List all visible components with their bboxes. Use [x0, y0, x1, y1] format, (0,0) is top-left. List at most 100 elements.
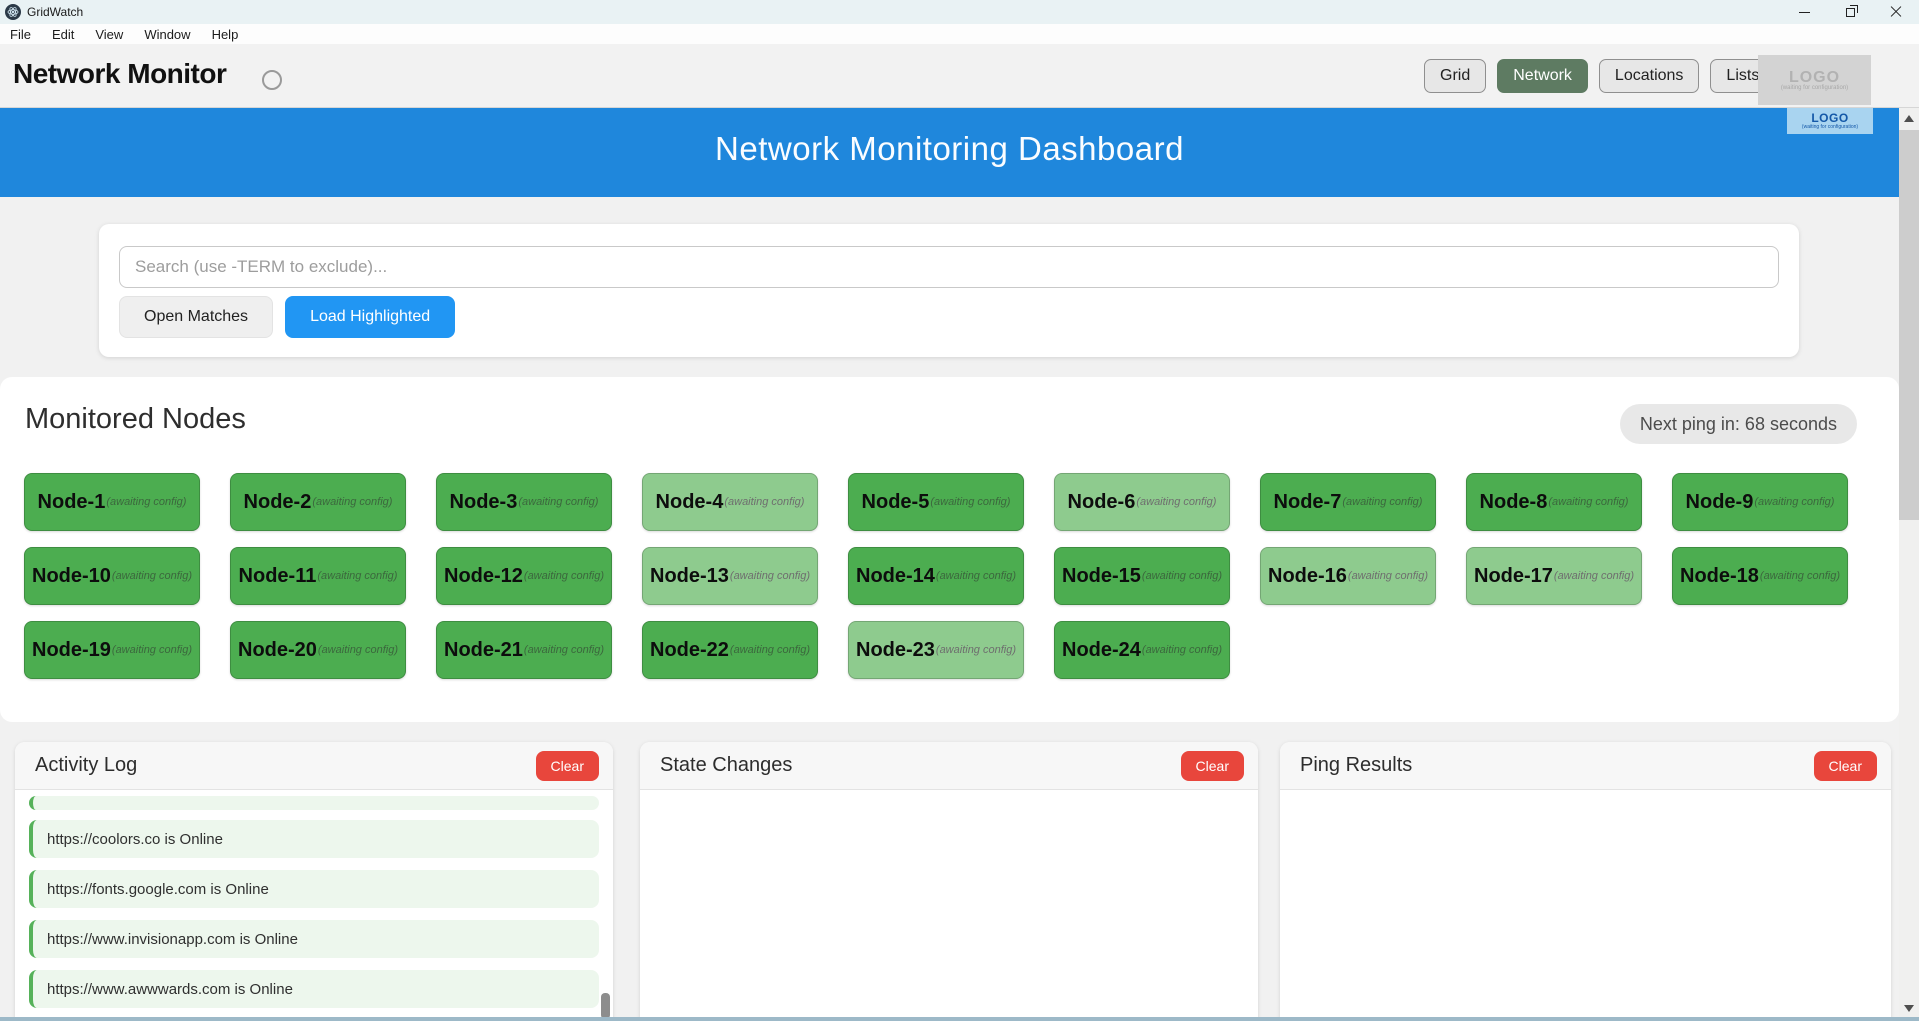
node-button-node-7[interactable]: Node-7 (awaiting config): [1260, 473, 1436, 531]
node-name: Node-7: [1273, 490, 1342, 513]
tab-locations[interactable]: Locations: [1598, 59, 1700, 93]
menu-item-view[interactable]: View: [95, 26, 124, 42]
node-status-label: (awaiting config): [1141, 570, 1222, 582]
activity-log-entry: https://fonts.google.com is Online: [29, 870, 599, 908]
state-changes-header: State Changes Clear: [640, 742, 1258, 790]
activity-log-entry-text: https://coolors.co is Online: [47, 830, 223, 848]
node-name: Node-8: [1479, 490, 1548, 513]
scrollbar-down-icon[interactable]: [1904, 1005, 1914, 1012]
logo-placeholder: LOGO (waiting for configuration): [1758, 55, 1871, 105]
node-button-node-11[interactable]: Node-11 (awaiting config): [230, 547, 406, 605]
activity-log-entry: https://coolors.co is Online: [29, 820, 599, 858]
node-name: Node-1: [37, 490, 106, 513]
window-bottom-edge: [0, 1017, 1919, 1021]
ping-results-body: [1280, 790, 1891, 1021]
menu-item-file[interactable]: File: [10, 26, 31, 42]
node-name: Node-9: [1685, 490, 1754, 513]
node-button-node-14[interactable]: Node-14 (awaiting config): [848, 547, 1024, 605]
clear-state-changes-button[interactable]: Clear: [1180, 750, 1244, 781]
toolbar: Network Monitor Grid Network Locations L…: [0, 44, 1919, 108]
node-status-label: (awaiting config): [729, 644, 810, 656]
node-button-node-20[interactable]: Node-20 (awaiting config): [230, 621, 406, 679]
node-button-node-13[interactable]: Node-13 (awaiting config): [642, 547, 818, 605]
node-status-label: (awaiting config): [523, 644, 604, 656]
node-name: Node-19: [32, 638, 111, 661]
search-input[interactable]: [119, 246, 1779, 288]
activity-log-entry: https://www.invisionapp.com is Online: [29, 920, 599, 958]
main-scrollbar[interactable]: [1899, 108, 1919, 1021]
window-controls: [1781, 0, 1919, 24]
node-status-label: (awaiting config): [724, 496, 805, 508]
node-button-node-12[interactable]: Node-12 (awaiting config): [436, 547, 612, 605]
node-button-node-23[interactable]: Node-23 (awaiting config): [848, 621, 1024, 679]
scrollbar-thumb[interactable]: [1899, 130, 1919, 520]
monitored-nodes-heading: Monitored Nodes: [25, 403, 246, 435]
page-title: Network Monitor: [13, 58, 227, 89]
node-button-node-16[interactable]: Node-16 (awaiting config): [1260, 547, 1436, 605]
close-button[interactable]: [1873, 0, 1919, 24]
activity-log-header: Activity Log Clear: [15, 742, 613, 790]
node-button-node-4[interactable]: Node-4 (awaiting config): [642, 473, 818, 531]
menu-item-help[interactable]: Help: [211, 26, 239, 42]
node-status-label: (awaiting config): [111, 644, 192, 656]
node-status-label: (awaiting config): [1754, 496, 1835, 508]
search-card: Open Matches Load Highlighted: [99, 224, 1799, 357]
node-grid: Node-1 (awaiting config) Node-2 (awaitin…: [24, 473, 1884, 679]
ping-results-header: Ping Results Clear: [1280, 742, 1891, 790]
state-changes-title: State Changes: [660, 754, 793, 776]
banner-logo-subtext: (waiting for configuration): [1801, 123, 1859, 130]
node-status-label: (awaiting config): [312, 496, 393, 508]
node-name: Node-21: [444, 638, 523, 661]
node-button-node-19[interactable]: Node-19 (awaiting config): [24, 621, 200, 679]
clear-ping-results-button[interactable]: Clear: [1813, 750, 1877, 781]
scrollbar-up-icon[interactable]: [1904, 115, 1914, 122]
node-button-node-9[interactable]: Node-9 (awaiting config): [1672, 473, 1848, 531]
node-name: Node-23: [856, 638, 935, 661]
node-status-label: (awaiting config): [1553, 570, 1634, 582]
dashboard-banner: Network Monitoring Dashboard LOGO (waiti…: [0, 108, 1899, 197]
minimize-button[interactable]: [1781, 0, 1827, 24]
node-button-node-24[interactable]: Node-24 (awaiting config): [1054, 621, 1230, 679]
node-status-label: (awaiting config): [930, 496, 1011, 508]
monitored-nodes-panel: Monitored Nodes Next ping in: 68 seconds…: [0, 377, 1899, 722]
node-button-node-10[interactable]: Node-10 (awaiting config): [24, 547, 200, 605]
close-icon: [1890, 6, 1902, 18]
node-button-node-6[interactable]: Node-6 (awaiting config): [1054, 473, 1230, 531]
node-button-node-15[interactable]: Node-15 (awaiting config): [1054, 547, 1230, 605]
open-matches-button[interactable]: Open Matches: [119, 296, 274, 338]
node-button-node-8[interactable]: Node-8 (awaiting config): [1466, 473, 1642, 531]
clear-activity-log-button[interactable]: Clear: [535, 750, 599, 781]
activity-log-scrollbar-thumb[interactable]: [601, 993, 610, 1019]
restore-button[interactable]: [1827, 0, 1873, 24]
logo-subtext: (waiting for configuration): [1780, 84, 1849, 91]
load-highlighted-button[interactable]: Load Highlighted: [285, 296, 456, 338]
node-status-label: (awaiting config): [317, 570, 398, 582]
node-button-node-3[interactable]: Node-3 (awaiting config): [436, 473, 612, 531]
node-button-node-21[interactable]: Node-21 (awaiting config): [436, 621, 612, 679]
tab-network[interactable]: Network: [1497, 59, 1588, 93]
tab-grid[interactable]: Grid: [1424, 59, 1487, 93]
node-status-label: (awaiting config): [729, 570, 810, 582]
menu-item-window[interactable]: Window: [144, 26, 191, 42]
node-button-node-22[interactable]: Node-22 (awaiting config): [642, 621, 818, 679]
node-name: Node-16: [1268, 564, 1347, 587]
activity-log-body: https://coolors.co is Online https://fon…: [15, 790, 613, 1021]
node-name: Node-18: [1680, 564, 1759, 587]
node-name: Node-17: [1474, 564, 1553, 587]
node-button-node-18[interactable]: Node-18 (awaiting config): [1672, 547, 1848, 605]
node-button-node-2[interactable]: Node-2 (awaiting config): [230, 473, 406, 531]
banner-logo-text: LOGO: [1811, 110, 1849, 125]
node-name: Node-4: [655, 490, 724, 513]
node-button-node-17[interactable]: Node-17 (awaiting config): [1466, 547, 1642, 605]
node-status-label: (awaiting config): [518, 496, 599, 508]
menu-item-edit[interactable]: Edit: [51, 26, 75, 42]
node-button-node-1[interactable]: Node-1 (awaiting config): [24, 473, 200, 531]
node-status-label: (awaiting config): [1759, 570, 1840, 582]
activity-log-entry-text: https://fonts.google.com is Online: [47, 880, 269, 898]
node-button-node-5[interactable]: Node-5 (awaiting config): [848, 473, 1024, 531]
node-name: Node-15: [1062, 564, 1141, 587]
node-name: Node-10: [32, 564, 111, 587]
node-name: Node-6: [1067, 490, 1136, 513]
minimize-icon: [1798, 11, 1810, 13]
node-status-label: (awaiting config): [106, 496, 187, 508]
